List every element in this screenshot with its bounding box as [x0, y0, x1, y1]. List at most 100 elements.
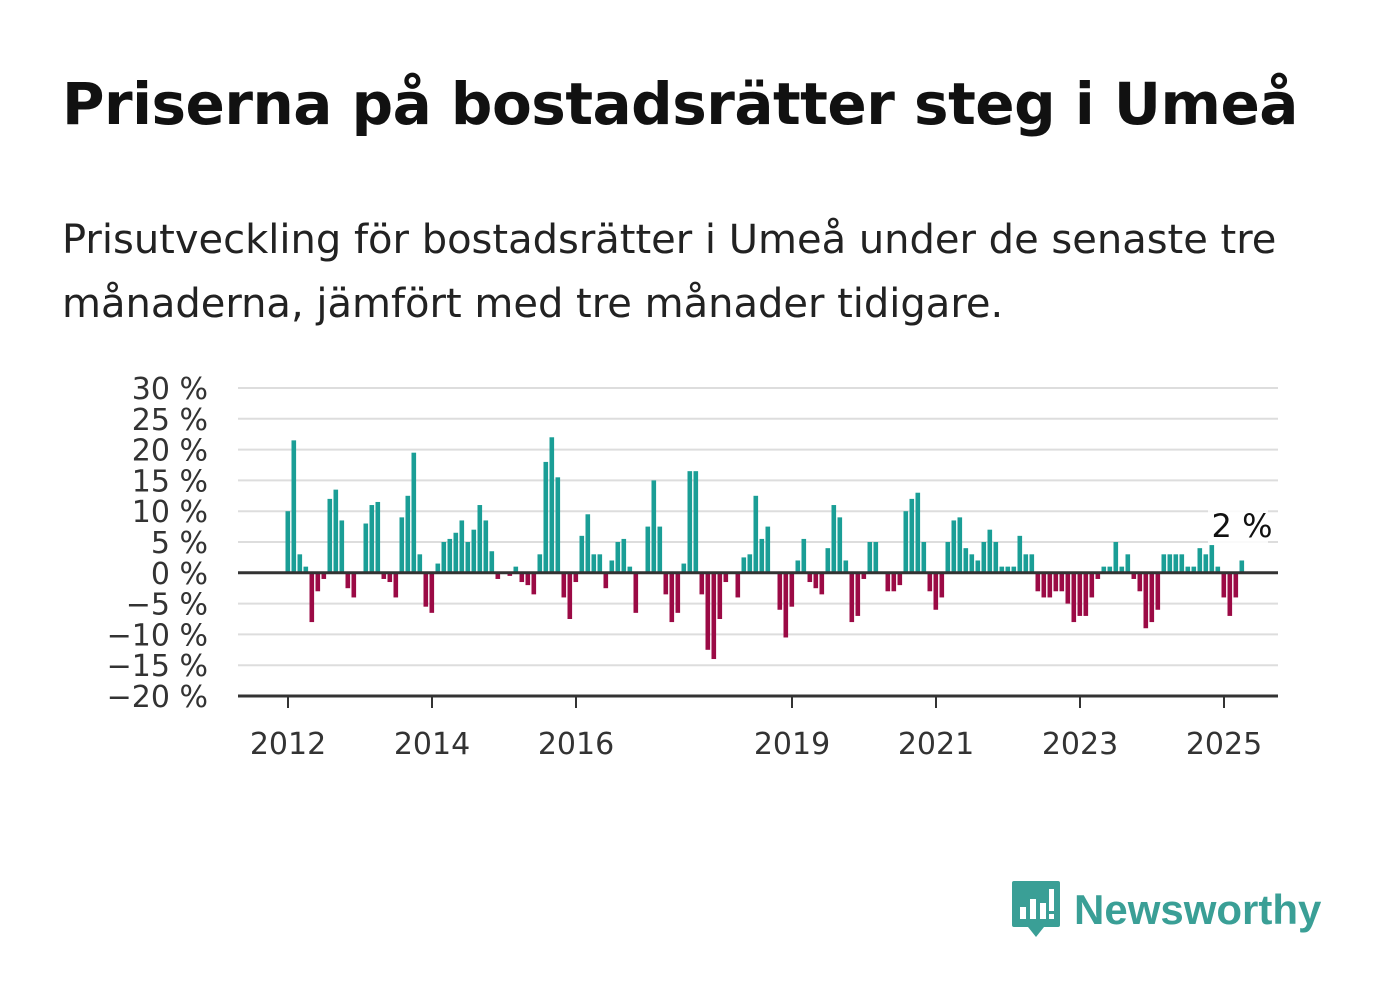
- x-axis-ticks: 2012 2014 2016 2019 2021 2023 2025: [250, 696, 1262, 762]
- bar: [681, 563, 687, 573]
- bar: [705, 572, 711, 650]
- bar: [291, 440, 297, 573]
- bar: [477, 505, 483, 573]
- bar: [615, 542, 621, 573]
- bar: [1161, 554, 1167, 573]
- bar: [1023, 554, 1029, 573]
- y-tick-label: 10 %: [132, 495, 208, 530]
- bar: [747, 554, 753, 573]
- bar: [555, 477, 561, 573]
- bar: [1011, 566, 1017, 573]
- bar: [1119, 566, 1125, 573]
- bar: [453, 532, 459, 573]
- bar: [1209, 545, 1215, 573]
- bar: [765, 526, 771, 573]
- x-tick-label: 2023: [1042, 727, 1118, 762]
- bar: [369, 505, 375, 573]
- bar: [447, 538, 453, 573]
- bar: [909, 498, 915, 573]
- bar: [669, 572, 675, 623]
- y-tick-label: 15 %: [132, 464, 208, 499]
- bar: [1005, 566, 1011, 573]
- bar: [591, 554, 597, 573]
- bar: [717, 572, 723, 619]
- bar: [561, 572, 567, 598]
- bar: [1083, 572, 1089, 616]
- bar: [321, 572, 327, 579]
- y-tick-label: −10 %: [107, 618, 208, 653]
- bar: [885, 572, 891, 592]
- bar: [567, 572, 573, 619]
- bar: [759, 538, 765, 573]
- bar: [621, 538, 627, 573]
- bar: [753, 495, 759, 573]
- bar: [1143, 572, 1149, 629]
- bar: [651, 480, 657, 573]
- bar: [405, 495, 411, 573]
- bar: [801, 538, 807, 573]
- bar: [465, 542, 471, 573]
- bar: [783, 572, 789, 638]
- bar: [897, 572, 903, 586]
- bar: [429, 572, 435, 613]
- brand-name: Newsworthy: [1074, 886, 1322, 933]
- bar: [1239, 560, 1245, 573]
- bar: [723, 572, 729, 583]
- x-tick-label: 2014: [394, 727, 470, 762]
- bar: [351, 572, 357, 598]
- bar: [399, 517, 405, 573]
- bar: [1155, 572, 1161, 610]
- bar: [1065, 572, 1071, 604]
- bar: [1185, 566, 1191, 573]
- bar: [609, 560, 615, 573]
- bar: [513, 566, 519, 573]
- bar: [285, 511, 291, 573]
- bar: [633, 572, 639, 613]
- y-tick-label: −15 %: [107, 649, 208, 684]
- bar: [297, 554, 303, 573]
- y-tick-label: 5 %: [151, 526, 208, 561]
- bar: [675, 572, 681, 613]
- chart-subtitle: Prisutveckling för bostadsrätter i Umeå …: [62, 217, 1277, 327]
- bar: [735, 572, 741, 598]
- bar: [687, 471, 693, 573]
- y-tick-label: −5 %: [126, 588, 208, 623]
- bar: [1107, 566, 1113, 573]
- bar: [867, 542, 873, 573]
- bar: [459, 520, 465, 573]
- bar: [579, 535, 585, 573]
- bar: [927, 572, 933, 592]
- bar: [1035, 572, 1041, 592]
- bar: [327, 498, 333, 573]
- bar: [963, 548, 969, 573]
- bar: [435, 563, 441, 573]
- bar: [1095, 572, 1101, 579]
- bar: [531, 572, 537, 595]
- brand-logo: Newsworthy: [1010, 878, 1321, 942]
- bar: [1071, 572, 1077, 623]
- bar: [1125, 554, 1131, 573]
- annotation-label: 2 %: [1212, 507, 1273, 545]
- bar: [831, 505, 837, 573]
- bar: [1215, 566, 1221, 573]
- annotation-background: [1208, 508, 1268, 544]
- x-tick-label: 2016: [538, 727, 614, 762]
- bar: [345, 572, 351, 589]
- bar: [549, 437, 555, 573]
- bar: [861, 572, 867, 579]
- bar: [933, 572, 939, 610]
- bar: [813, 572, 819, 589]
- y-tick-label: −20 %: [107, 680, 208, 715]
- bar: [573, 572, 579, 583]
- bar: [789, 572, 795, 607]
- bar: [381, 572, 387, 579]
- bar: [363, 523, 369, 573]
- y-tick-label: 20 %: [132, 434, 208, 469]
- bar: [645, 526, 651, 573]
- bar: [537, 554, 543, 573]
- axes: [238, 571, 1278, 698]
- bar: [837, 517, 843, 573]
- bar: [333, 489, 339, 573]
- bar: [411, 452, 417, 573]
- bar: [303, 566, 309, 573]
